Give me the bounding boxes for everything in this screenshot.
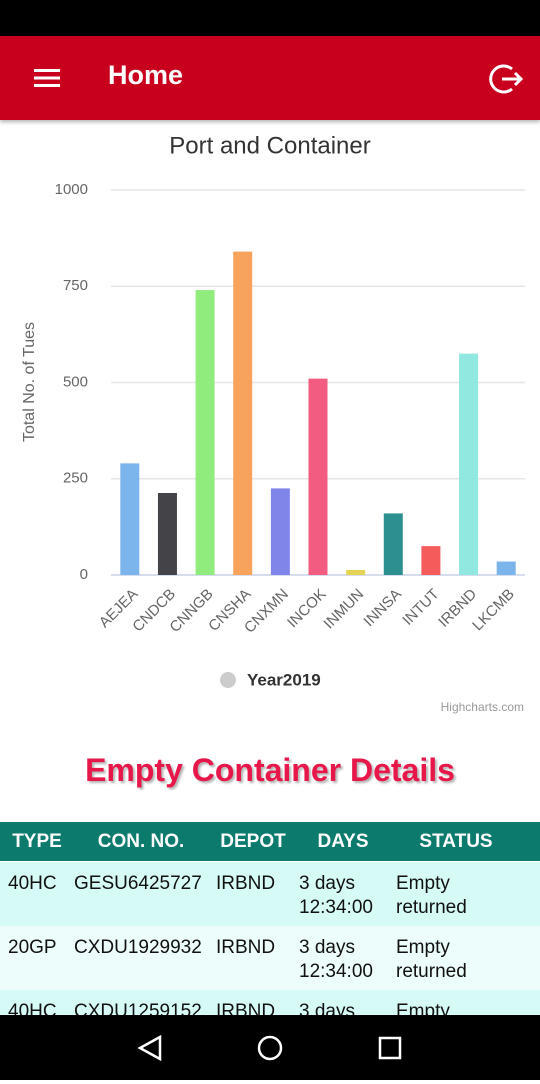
x-tick-label: INCOK bbox=[284, 586, 330, 632]
menu-button[interactable] bbox=[30, 64, 66, 92]
bar bbox=[308, 378, 328, 575]
y-tick-label: 750 bbox=[63, 277, 88, 294]
bar bbox=[270, 488, 290, 575]
header-cell: STATUS bbox=[419, 831, 493, 852]
chart: Port and Container Total No. of Tues Hig… bbox=[21, 132, 525, 714]
table-cell: IRBND bbox=[216, 1001, 276, 1015]
legend-symbol bbox=[220, 672, 236, 688]
table-cell: 3 days 12:34:00 bbox=[299, 873, 373, 918]
table-row: 40HC CXDU1259152 IRBND 3 days Empty bbox=[0, 990, 540, 1015]
bar bbox=[346, 569, 366, 575]
table-header: TYPE CON. NO. DEPOT DAYS STATUS bbox=[0, 822, 540, 861]
logout-button[interactable] bbox=[488, 60, 526, 98]
section-title: Empty Container Details bbox=[85, 752, 455, 788]
table-cell: 40HC bbox=[8, 1001, 57, 1015]
table-cell: 20GP bbox=[8, 937, 57, 958]
status-bar bbox=[0, 0, 540, 36]
table-cell: IRBND bbox=[216, 873, 276, 894]
x-tick-label: INNSA bbox=[360, 586, 404, 630]
table-cell: CXDU1259152 bbox=[74, 1001, 202, 1015]
x-tick-label: INMUN bbox=[320, 586, 367, 633]
credits: Highcharts.com bbox=[441, 700, 524, 714]
nav-bar bbox=[0, 1015, 540, 1080]
bar bbox=[233, 251, 253, 575]
table-cell: Empty returned bbox=[396, 873, 467, 918]
app-bar: Home bbox=[0, 36, 540, 120]
header-cell: TYPE bbox=[12, 831, 62, 852]
table-cell: 40HC bbox=[8, 873, 57, 894]
table-row: 20GP CXDU1929932 IRBND 3 days 12:34:00 Empty… bbox=[0, 926, 540, 990]
header-cell: DEPOT bbox=[220, 831, 286, 852]
bar bbox=[195, 290, 215, 575]
nav-buttons bbox=[137, 1034, 402, 1062]
header-cell: CON. NO. bbox=[97, 831, 185, 852]
bar bbox=[157, 492, 177, 575]
recents-button[interactable] bbox=[378, 1036, 402, 1060]
bar bbox=[421, 546, 441, 575]
legend-label: Year2019 bbox=[247, 670, 321, 689]
x-tick-label: LKCMB bbox=[469, 586, 518, 635]
table-cell: 3 days bbox=[299, 1001, 355, 1015]
table-cell: 3 days 12:34:00 bbox=[299, 937, 373, 982]
bar bbox=[120, 463, 140, 575]
bar bbox=[459, 353, 479, 575]
y-tick-label: 1000 bbox=[55, 181, 88, 198]
chart-title: Port and Container bbox=[169, 132, 370, 159]
table-cell: IRBND bbox=[216, 937, 276, 958]
table-cell: Empty returned bbox=[396, 937, 467, 982]
home-button[interactable] bbox=[257, 1035, 283, 1061]
y-tick-label: 500 bbox=[63, 373, 88, 390]
header-cell: DAYS bbox=[317, 831, 369, 852]
back-button[interactable] bbox=[137, 1034, 162, 1062]
table-cell: Empty bbox=[396, 1001, 450, 1015]
bar bbox=[496, 561, 516, 575]
bar bbox=[383, 513, 403, 575]
x-tick-label: INTUT bbox=[399, 586, 442, 629]
y-tick-label: 0 bbox=[80, 566, 88, 583]
table: TYPE CON. NO. DEPOT DAYS STATUS 40HC GESU64257… bbox=[0, 822, 540, 1015]
table-cell: CXDU1929932 bbox=[74, 937, 202, 958]
table-cell: GESU6425727 bbox=[74, 873, 202, 894]
table-row: 40HC GESU6425727 IRBND 3 days 12:34:00 Empty… bbox=[0, 862, 540, 926]
y-tick-label: 250 bbox=[63, 470, 88, 487]
y-axis-title: Total No. of Tues bbox=[21, 322, 38, 442]
app-title: Home bbox=[108, 60, 184, 90]
